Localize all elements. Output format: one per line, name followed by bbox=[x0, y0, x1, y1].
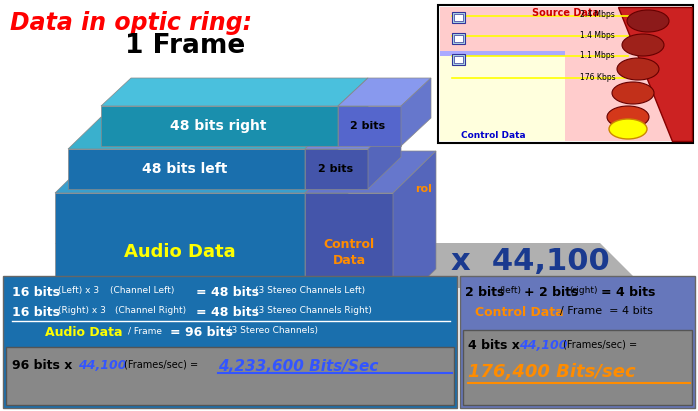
Ellipse shape bbox=[607, 106, 649, 128]
Polygon shape bbox=[305, 151, 436, 193]
Text: (Channel Left): (Channel Left) bbox=[110, 286, 174, 295]
Polygon shape bbox=[393, 151, 436, 311]
Text: Control
Data: Control Data bbox=[323, 238, 375, 266]
Text: 1.4 Mbps: 1.4 Mbps bbox=[580, 30, 615, 39]
Text: x  44,100: x 44,100 bbox=[451, 247, 609, 275]
Polygon shape bbox=[68, 117, 338, 149]
Text: (Frames/sec) =: (Frames/sec) = bbox=[563, 339, 637, 349]
Text: = 48 bits: = 48 bits bbox=[196, 286, 259, 299]
Text: (left): (left) bbox=[499, 286, 521, 295]
Text: (3 Stereo Channels): (3 Stereo Channels) bbox=[228, 326, 318, 335]
Text: 2.4 Mbps: 2.4 Mbps bbox=[580, 11, 615, 19]
Text: 176,400 Bits/sec: 176,400 Bits/sec bbox=[468, 363, 636, 381]
Bar bbox=[454, 56, 463, 63]
Text: 4,233,600 Bits/Sec: 4,233,600 Bits/Sec bbox=[218, 359, 378, 374]
Text: + 2 bits: + 2 bits bbox=[524, 286, 579, 299]
Text: 44,100: 44,100 bbox=[519, 339, 567, 352]
Polygon shape bbox=[618, 7, 692, 141]
Polygon shape bbox=[305, 149, 368, 189]
FancyBboxPatch shape bbox=[3, 276, 457, 408]
Text: Source Data: Source Data bbox=[531, 8, 598, 18]
Text: Control Data: Control Data bbox=[461, 131, 526, 140]
Text: 1.1 Mbps: 1.1 Mbps bbox=[580, 51, 615, 60]
Polygon shape bbox=[440, 51, 565, 141]
Polygon shape bbox=[101, 106, 338, 146]
Text: 4 bits x: 4 bits x bbox=[468, 339, 520, 352]
Text: 2 bits: 2 bits bbox=[318, 164, 354, 174]
Polygon shape bbox=[101, 78, 368, 106]
FancyBboxPatch shape bbox=[463, 330, 692, 405]
Text: (Left) x 3: (Left) x 3 bbox=[58, 286, 99, 295]
Polygon shape bbox=[368, 117, 401, 189]
Text: 96 bits x: 96 bits x bbox=[12, 359, 73, 372]
Ellipse shape bbox=[609, 119, 647, 139]
FancyBboxPatch shape bbox=[438, 5, 693, 143]
Text: Data in optic ring:: Data in optic ring: bbox=[10, 11, 252, 35]
Polygon shape bbox=[55, 193, 305, 311]
Text: (Frames/sec) =: (Frames/sec) = bbox=[124, 359, 198, 369]
Text: 48 bits right: 48 bits right bbox=[170, 119, 266, 133]
FancyBboxPatch shape bbox=[6, 347, 454, 405]
Polygon shape bbox=[305, 117, 338, 189]
Text: / Frame  = 4 bits: / Frame = 4 bits bbox=[560, 306, 653, 316]
Text: 44,100: 44,100 bbox=[78, 359, 126, 372]
Polygon shape bbox=[305, 151, 348, 311]
Polygon shape bbox=[401, 78, 431, 146]
Text: 16 bits: 16 bits bbox=[12, 306, 60, 319]
Text: 1 Frame: 1 Frame bbox=[125, 33, 245, 59]
Text: = 96 bits: = 96 bits bbox=[170, 326, 233, 339]
Polygon shape bbox=[440, 7, 691, 141]
Bar bbox=[452, 33, 465, 44]
Text: 2 bits: 2 bits bbox=[350, 121, 385, 131]
Polygon shape bbox=[338, 78, 431, 106]
Text: (Channel Right): (Channel Right) bbox=[115, 306, 186, 315]
Text: = 48 bits: = 48 bits bbox=[196, 306, 259, 319]
FancyBboxPatch shape bbox=[460, 276, 695, 408]
Text: 16 bits: 16 bits bbox=[12, 286, 60, 299]
Text: 2 bits: 2 bits bbox=[465, 286, 505, 299]
Text: / Frame: / Frame bbox=[128, 326, 162, 335]
Text: (Right) x 3: (Right) x 3 bbox=[58, 306, 106, 315]
Ellipse shape bbox=[622, 34, 664, 56]
Polygon shape bbox=[305, 117, 401, 149]
Text: 176 Kbps: 176 Kbps bbox=[580, 72, 616, 81]
Bar bbox=[454, 14, 463, 21]
Polygon shape bbox=[338, 106, 401, 146]
Text: = 4 bits: = 4 bits bbox=[601, 286, 655, 299]
Polygon shape bbox=[440, 51, 565, 56]
Polygon shape bbox=[68, 149, 305, 189]
Bar bbox=[452, 12, 465, 23]
Text: Audio Data: Audio Data bbox=[124, 243, 236, 261]
Text: 48 bits left: 48 bits left bbox=[142, 162, 228, 176]
Ellipse shape bbox=[617, 58, 659, 80]
Polygon shape bbox=[55, 243, 645, 288]
Text: Audio Data: Audio Data bbox=[45, 326, 123, 339]
Polygon shape bbox=[55, 151, 348, 193]
Text: (right): (right) bbox=[569, 286, 597, 295]
Polygon shape bbox=[338, 78, 368, 146]
Bar bbox=[454, 35, 463, 42]
Text: Control Data: Control Data bbox=[475, 306, 563, 319]
Polygon shape bbox=[305, 193, 393, 311]
Ellipse shape bbox=[612, 82, 654, 104]
Text: (3 Stereo Channels Right): (3 Stereo Channels Right) bbox=[255, 306, 372, 315]
Text: rol: rol bbox=[415, 184, 433, 194]
Text: (3 Stereo Channels Left): (3 Stereo Channels Left) bbox=[255, 286, 365, 295]
Ellipse shape bbox=[627, 10, 669, 32]
Bar bbox=[452, 54, 465, 65]
